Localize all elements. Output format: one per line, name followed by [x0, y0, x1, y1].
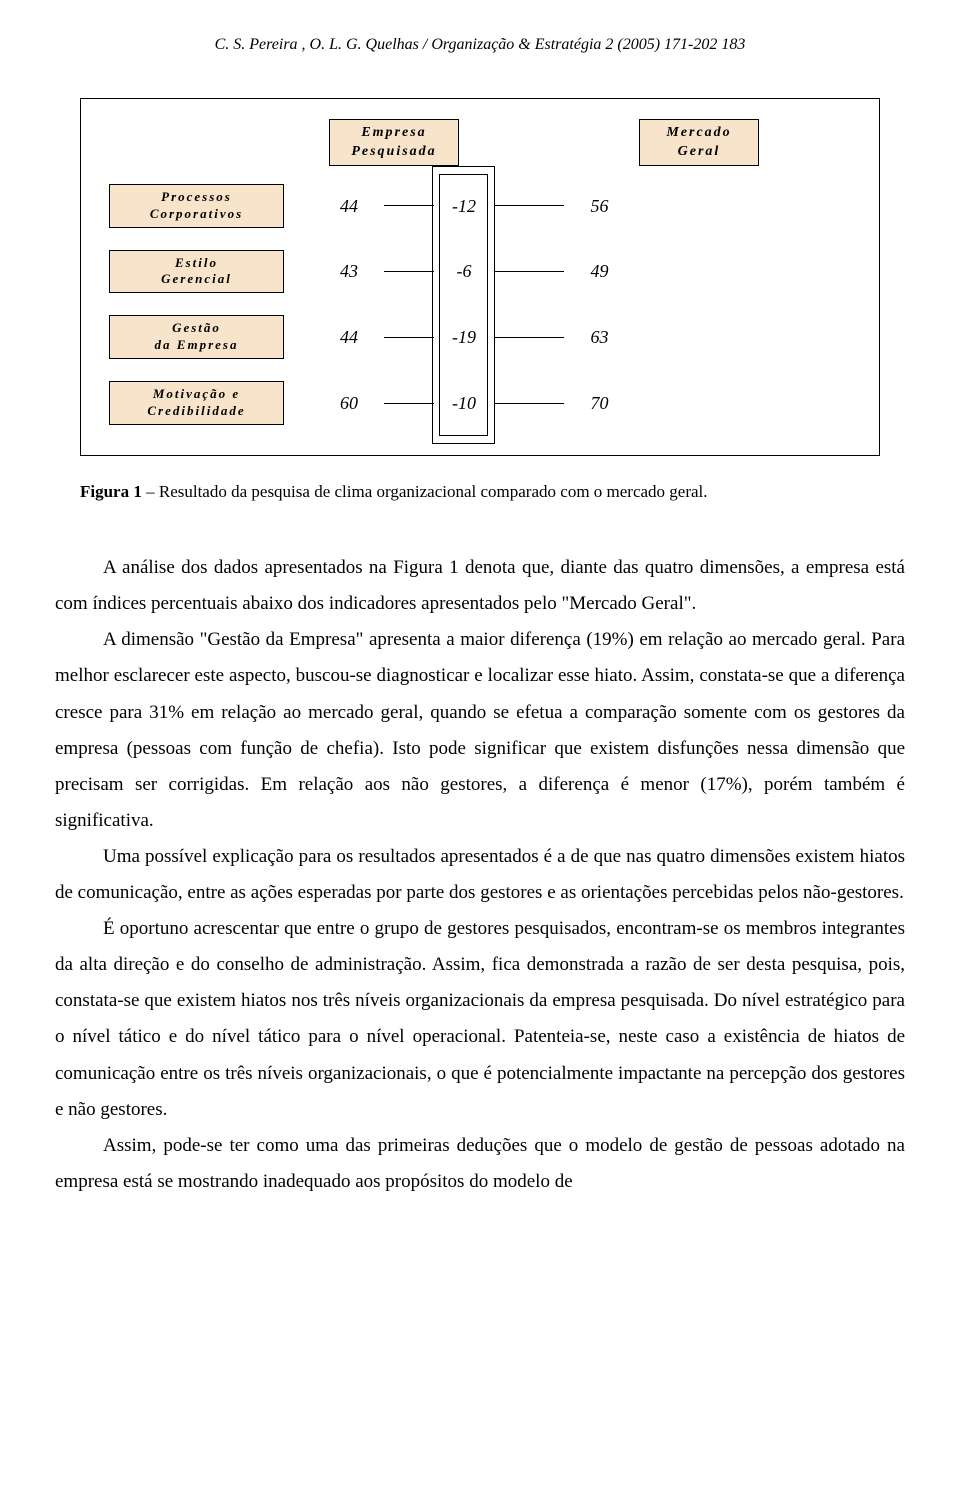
value-mercado: 56	[572, 189, 627, 223]
body-text: A análise dos dados apresentados na Figu…	[55, 550, 905, 1200]
connector-line	[494, 403, 564, 404]
diff-cell: -19	[434, 320, 494, 354]
paragraph: A dimensão "Gestão da Empresa" apresenta…	[55, 622, 905, 839]
connector-line	[384, 403, 434, 404]
connector-line	[384, 337, 434, 338]
diff-cell: -6	[434, 254, 494, 288]
row-label-wrap: Processos Corporativos	[109, 184, 284, 228]
row-label-wrap: Motivação e Credibilidade	[109, 381, 284, 425]
diagram-row: Gestão da Empresa 44 -19 63	[109, 315, 851, 359]
value-diff: -6	[434, 254, 494, 288]
row-label-box: Estilo Gerencial	[109, 250, 284, 294]
diagram-row: Processos Corporativos 44 -12 56	[109, 184, 851, 228]
figure-caption: Figura 1 – Resultado da pesquisa de clim…	[80, 476, 905, 508]
header-box-line1: Mercado	[666, 125, 731, 140]
row-label-box: Processos Corporativos	[109, 184, 284, 228]
row-label-box: Motivação e Credibilidade	[109, 381, 284, 425]
header-boxes: Empresa Pesquisada Mercado Geral	[329, 119, 759, 165]
paragraph: É oportuno acrescentar que entre o grupo…	[55, 911, 905, 1128]
diff-cell: -10	[434, 386, 494, 420]
header-box-empresa: Empresa Pesquisada	[329, 119, 459, 165]
connector-line	[384, 205, 434, 206]
connector-line	[494, 271, 564, 272]
paragraph: Assim, pode-se ter como uma das primeira…	[55, 1128, 905, 1200]
caption-text: – Resultado da pesquisa de clima organiz…	[142, 482, 708, 501]
row-label-line2: Gerencial	[161, 271, 232, 286]
value-mercado: 70	[572, 386, 627, 420]
row-label-line2: da Empresa	[155, 337, 239, 352]
value-diff: -19	[434, 320, 494, 354]
diagram-row: Estilo Gerencial 43 -6 49	[109, 250, 851, 294]
value-empresa: 43	[314, 254, 384, 288]
row-label-line1: Gestão	[172, 320, 221, 335]
diagram-header-row: Empresa Pesquisada Mercado Geral	[109, 119, 851, 165]
value-diff: -12	[434, 189, 494, 223]
caption-bold: Figura 1	[80, 482, 142, 501]
connector-line	[494, 205, 564, 206]
value-empresa: 60	[314, 386, 384, 420]
header-box-line2: Pesquisada	[351, 144, 436, 159]
row-label-line1: Estilo	[175, 255, 218, 270]
diagram-row: Motivação e Credibilidade 60 -10 70	[109, 381, 851, 425]
row-label-line1: Processos	[161, 189, 232, 204]
row-label-line2: Corporativos	[150, 206, 243, 221]
diagram-rows: Processos Corporativos 44 -12 56 Estilo …	[109, 184, 851, 425]
value-mercado: 49	[572, 254, 627, 288]
paragraph: Uma possível explicação para os resultad…	[55, 839, 905, 911]
connector-line	[494, 337, 564, 338]
comparison-diagram: Empresa Pesquisada Mercado Geral Process…	[80, 98, 880, 456]
value-diff: -10	[434, 386, 494, 420]
row-label-wrap: Gestão da Empresa	[109, 315, 284, 359]
row-label-wrap: Estilo Gerencial	[109, 250, 284, 294]
value-empresa: 44	[314, 189, 384, 223]
paragraph: A análise dos dados apresentados na Figu…	[55, 550, 905, 622]
header-box-line2: Geral	[678, 144, 721, 159]
row-label-line1: Motivação e	[153, 386, 240, 401]
row-label-box: Gestão da Empresa	[109, 315, 284, 359]
header-box-line1: Empresa	[361, 125, 426, 140]
value-mercado: 63	[572, 320, 627, 354]
value-empresa: 44	[314, 320, 384, 354]
diff-cell: -12	[434, 189, 494, 223]
row-label-line2: Credibilidade	[147, 403, 245, 418]
page-header: C. S. Pereira , O. L. G. Quelhas / Organ…	[55, 30, 905, 60]
header-box-mercado: Mercado Geral	[639, 119, 759, 165]
connector-line	[384, 271, 434, 272]
